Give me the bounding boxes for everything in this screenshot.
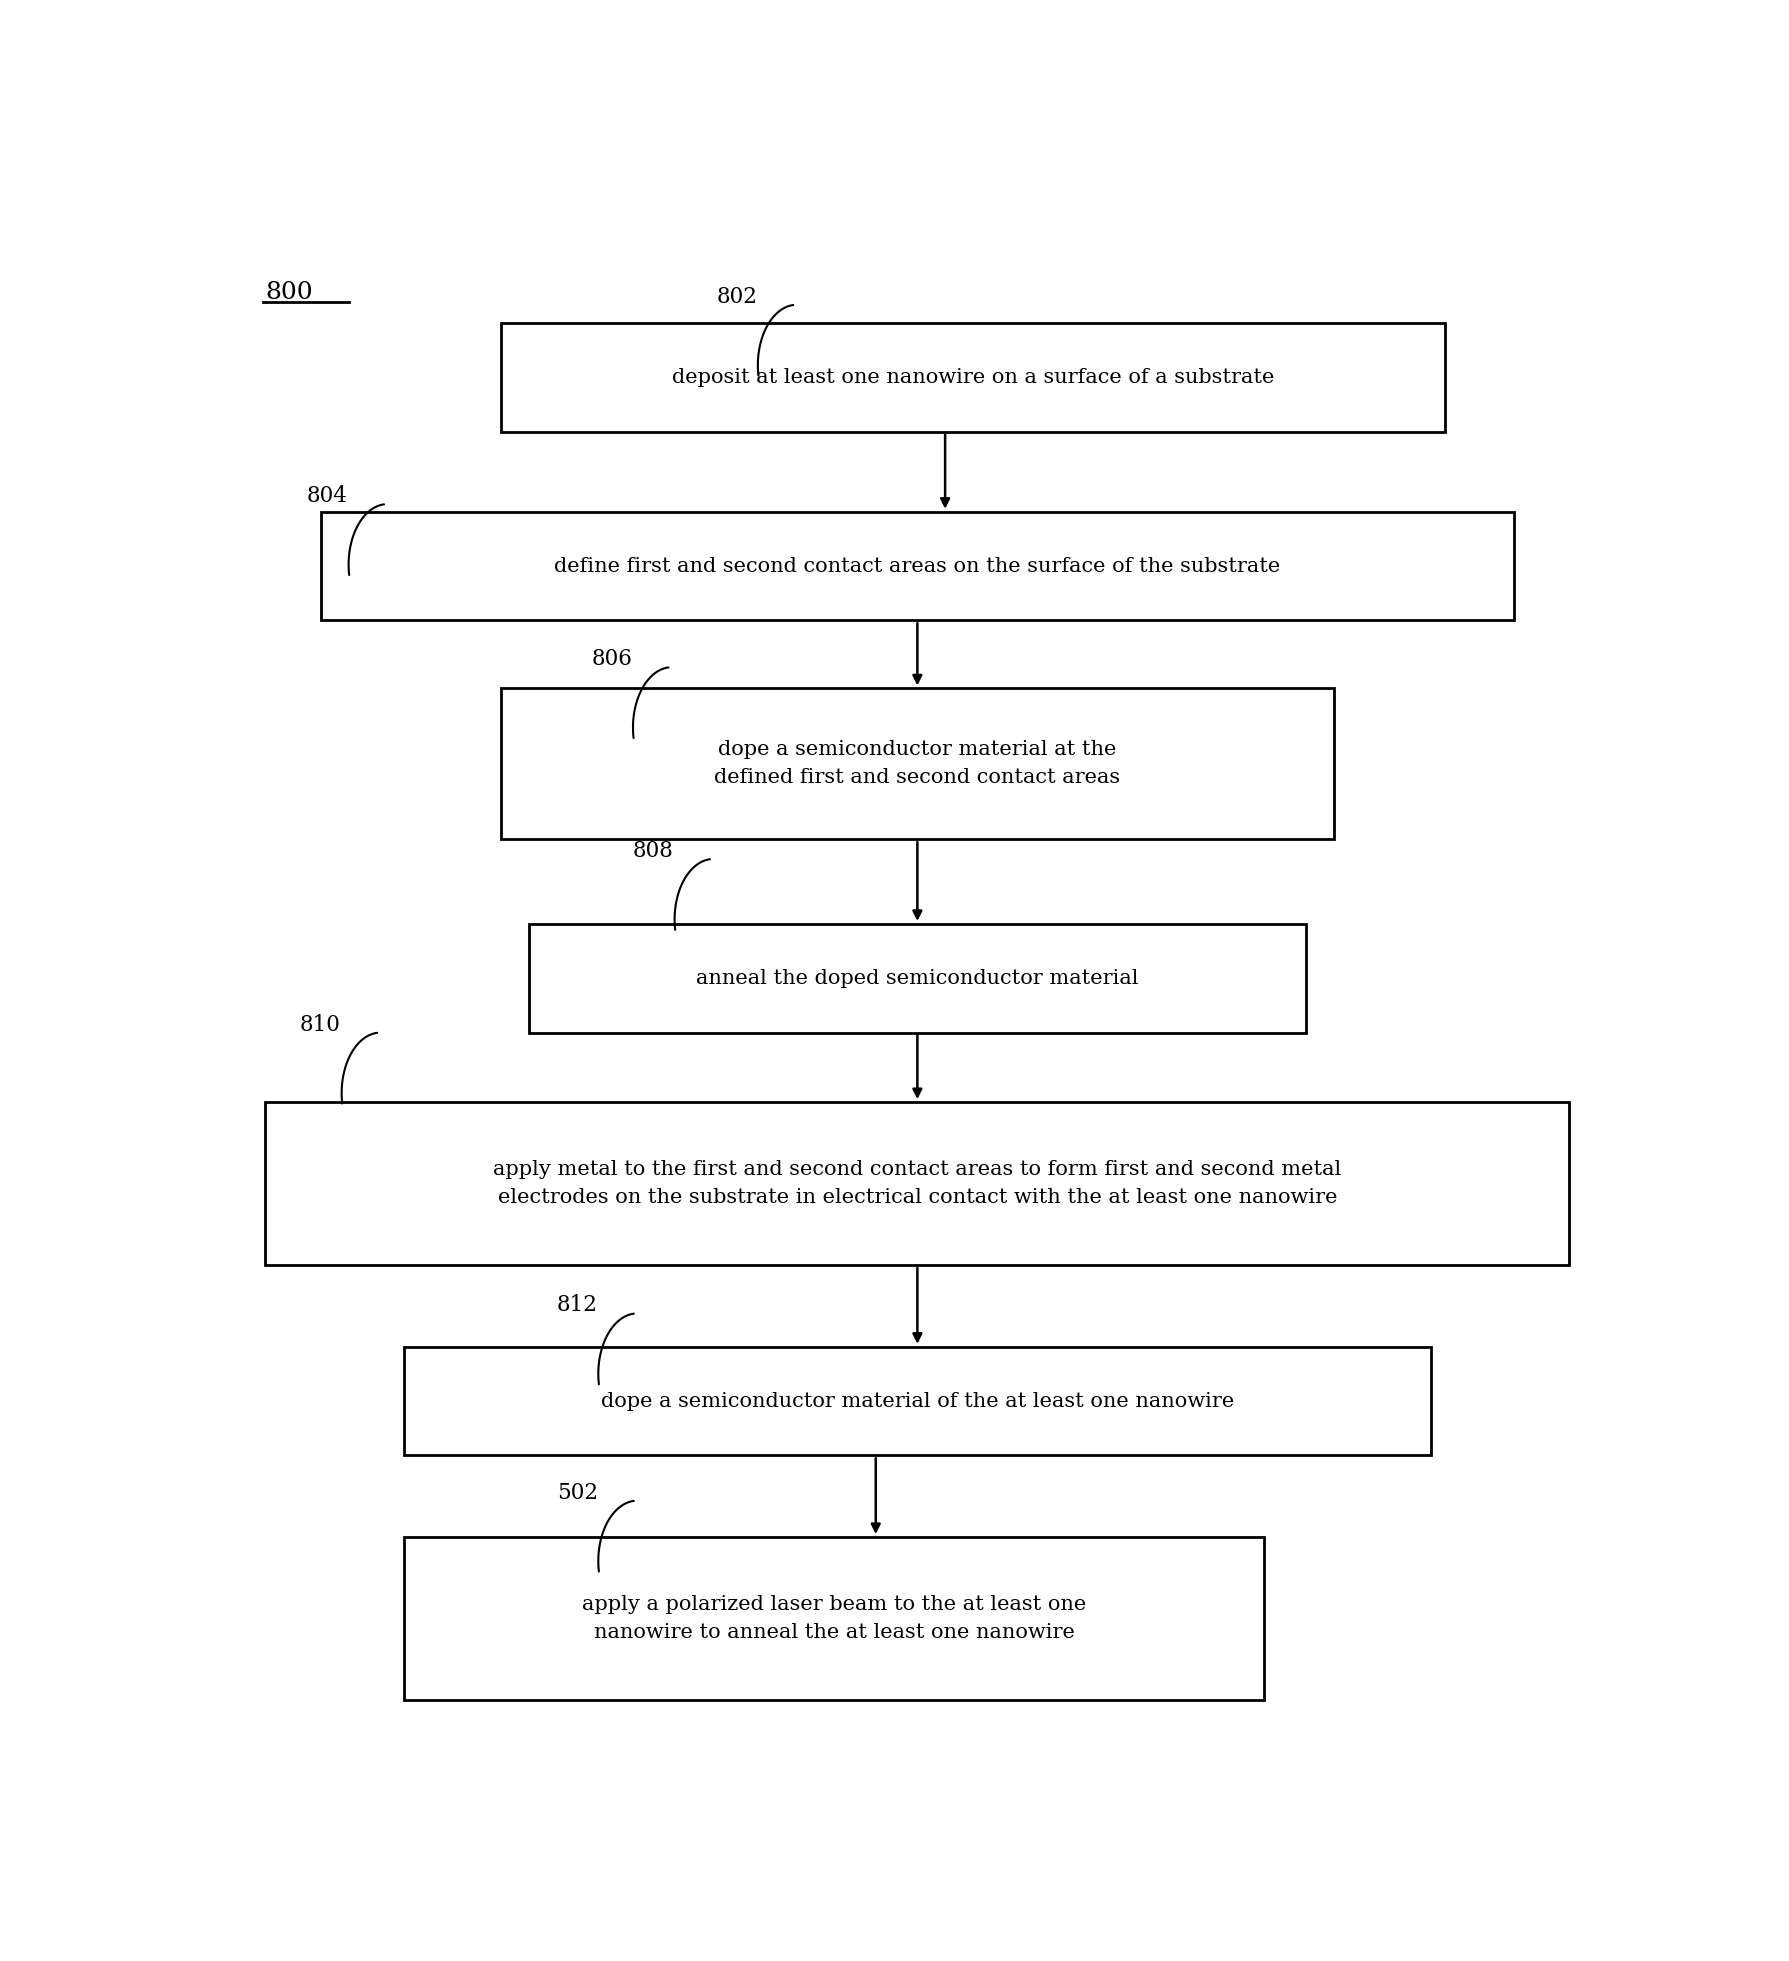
FancyBboxPatch shape bbox=[404, 1537, 1263, 1700]
FancyBboxPatch shape bbox=[501, 688, 1333, 839]
Text: 800: 800 bbox=[265, 280, 313, 304]
Text: apply metal to the first and second contact areas to form first and second metal: apply metal to the first and second cont… bbox=[494, 1161, 1340, 1208]
Text: 810: 810 bbox=[301, 1014, 340, 1035]
Text: 808: 808 bbox=[633, 839, 673, 863]
FancyBboxPatch shape bbox=[501, 324, 1444, 431]
Text: 802: 802 bbox=[716, 286, 757, 308]
Text: 502: 502 bbox=[556, 1483, 598, 1504]
FancyBboxPatch shape bbox=[320, 512, 1513, 620]
Text: anneal the doped semiconductor material: anneal the doped semiconductor material bbox=[696, 969, 1138, 988]
Text: dope a semiconductor material at the
defined first and second contact areas: dope a semiconductor material at the def… bbox=[714, 741, 1120, 786]
Text: 804: 804 bbox=[308, 484, 347, 508]
Text: apply a polarized laser beam to the at least one
nanowire to anneal the at least: apply a polarized laser beam to the at l… bbox=[581, 1594, 1086, 1641]
Text: deposit at least one nanowire on a surface of a substrate: deposit at least one nanowire on a surfa… bbox=[671, 369, 1274, 386]
Text: 812: 812 bbox=[556, 1294, 598, 1316]
Text: 806: 806 bbox=[590, 649, 632, 671]
FancyBboxPatch shape bbox=[530, 924, 1306, 1033]
Text: define first and second contact areas on the surface of the substrate: define first and second contact areas on… bbox=[555, 557, 1279, 575]
Text: dope a semiconductor material of the at least one nanowire: dope a semiconductor material of the at … bbox=[601, 1392, 1233, 1410]
FancyBboxPatch shape bbox=[404, 1347, 1429, 1455]
FancyBboxPatch shape bbox=[265, 1102, 1569, 1265]
